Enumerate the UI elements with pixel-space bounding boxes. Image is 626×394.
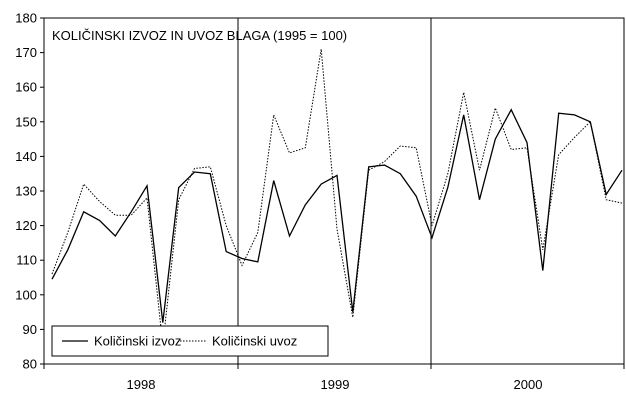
y-tick-label: 170 [15,45,37,60]
y-tick-label: 100 [15,287,37,302]
x-tick-label: 1999 [321,377,350,392]
line-kolicinski-uvoz [51,49,623,346]
chart-title: KOLIČINSKI IZVOZ IN UVOZ BLAGA (1995 = 1… [52,28,347,43]
series-izvoz [51,108,623,323]
x-tick-label: 1998 [127,377,156,392]
series-uvoz [51,49,623,346]
y-tick-label: 110 [16,253,37,268]
x-tick-label: 2000 [514,377,543,392]
line-kolicinski-izvoz [51,108,623,323]
y-tick-label: 160 [15,80,37,95]
legend-label-uvoz: Količinski uvoz [212,334,297,349]
y-tick-label: 80 [23,357,37,372]
legend-label-izvoz: Količinski izvoz [94,334,181,349]
y-tick-label: 130 [15,184,37,199]
y-tick-label: 120 [15,218,37,233]
y-tick-label: 140 [15,149,37,164]
y-tick-label: 150 [15,114,37,129]
y-tick-label: 90 [23,322,37,337]
y-tick-label: 180 [15,11,37,26]
